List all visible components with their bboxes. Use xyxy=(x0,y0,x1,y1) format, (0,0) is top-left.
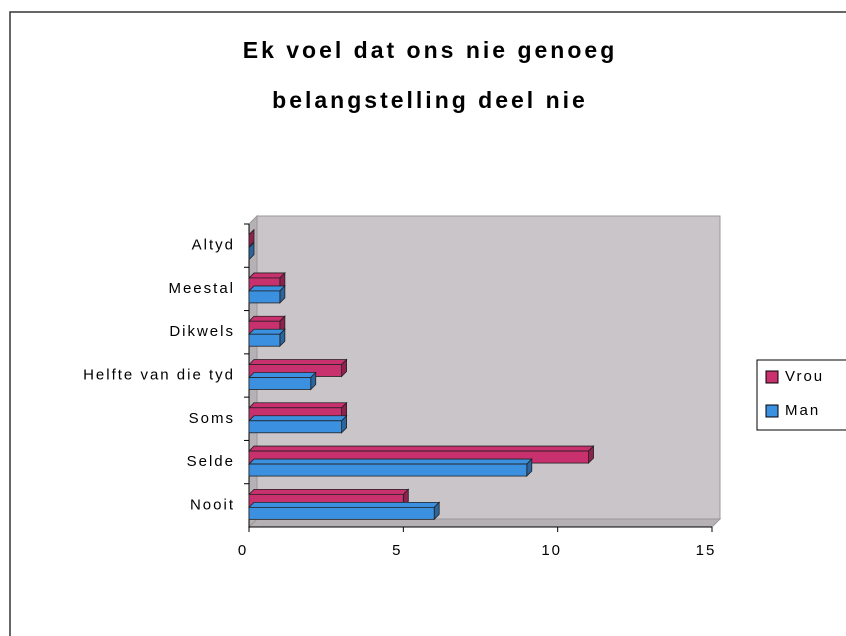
bar-face xyxy=(248,228,255,248)
bar-face xyxy=(248,315,286,322)
floor xyxy=(247,518,722,528)
bar-face xyxy=(248,241,255,261)
bar-face xyxy=(248,290,281,304)
legend-swatch xyxy=(765,370,779,384)
bar-face xyxy=(248,415,348,422)
bar xyxy=(248,414,348,434)
bar-face xyxy=(248,359,348,365)
x-tick-label: 0 xyxy=(238,542,248,559)
legend-label: Vrou xyxy=(785,368,824,385)
bar-face xyxy=(248,272,286,279)
y-tick-label: Altyd xyxy=(192,237,235,254)
y-tick-label: Nooit xyxy=(190,496,235,513)
y-tick-label: Selde xyxy=(187,453,235,470)
y-tick-label: Meestal xyxy=(168,280,235,297)
bar-face xyxy=(248,501,441,508)
bar-face xyxy=(248,372,317,378)
bar-face xyxy=(248,285,286,292)
chart-title: Ek voel dat ons nie genoeg xyxy=(243,37,618,63)
bar xyxy=(248,241,255,261)
bar-face xyxy=(248,458,533,465)
bar xyxy=(248,328,286,348)
bar-face xyxy=(248,488,410,495)
bar-face xyxy=(248,402,348,409)
bar-face xyxy=(248,420,342,434)
chart-title: belangstelling deel nie xyxy=(272,87,588,113)
bar-face xyxy=(248,445,595,452)
bar xyxy=(248,501,441,521)
bar-face xyxy=(248,463,528,477)
bar-face xyxy=(248,333,281,347)
x-tick-label: 10 xyxy=(541,542,562,559)
bar xyxy=(248,371,317,391)
bar xyxy=(248,458,533,478)
bar-face xyxy=(248,377,312,390)
y-tick-label: Dikwels xyxy=(169,323,235,340)
legend-swatch xyxy=(765,404,779,418)
y-tick-label: Helfte van die tyd xyxy=(83,366,235,383)
bar-face xyxy=(248,328,286,335)
bar xyxy=(248,228,255,248)
y-tick-label: Soms xyxy=(189,410,235,427)
legend-label: Man xyxy=(785,402,820,419)
x-tick-label: 15 xyxy=(696,542,717,559)
x-tick-label: 5 xyxy=(392,542,402,559)
bar-face xyxy=(248,506,435,520)
bar xyxy=(248,284,286,304)
